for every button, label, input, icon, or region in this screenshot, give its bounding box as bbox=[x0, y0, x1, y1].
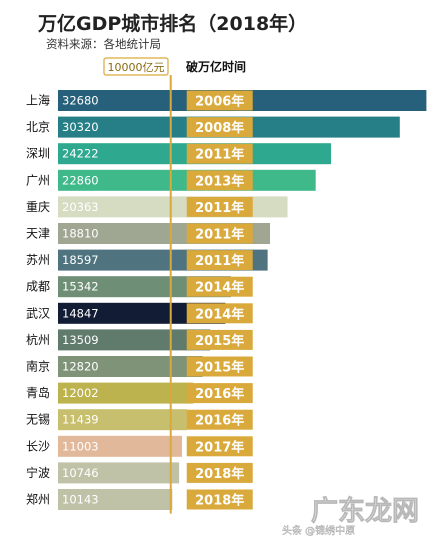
value-label: 24222 bbox=[62, 147, 99, 161]
bar bbox=[58, 409, 187, 431]
value-label: 22860 bbox=[62, 173, 99, 187]
year-label: 2014年 bbox=[195, 280, 244, 296]
city-label: 杭州 bbox=[26, 332, 50, 347]
year-label: 2006年 bbox=[195, 94, 244, 110]
city-label: 宁波 bbox=[26, 465, 50, 480]
bar bbox=[58, 302, 226, 324]
city-label: 成都 bbox=[26, 280, 50, 294]
value-label: 14847 bbox=[62, 306, 99, 320]
value-label: 10143 bbox=[62, 493, 99, 507]
chart-title: 万亿GDP城市排名（2018年） bbox=[37, 12, 307, 35]
year-label: 2016年 bbox=[195, 386, 244, 402]
value-label: 12002 bbox=[62, 386, 99, 400]
year-label: 2016年 bbox=[195, 413, 244, 429]
year-badge bbox=[186, 356, 253, 377]
year-badge bbox=[186, 436, 253, 457]
year-badge bbox=[186, 462, 253, 483]
reference-label-box bbox=[103, 57, 169, 76]
year-badge bbox=[186, 409, 253, 430]
city-label: 长沙 bbox=[26, 439, 50, 453]
city-label: 无锡 bbox=[26, 412, 50, 427]
city-label: 上海 bbox=[26, 93, 50, 108]
city-label: 重庆 bbox=[26, 200, 50, 214]
bar bbox=[58, 435, 183, 457]
year-label: 2015年 bbox=[195, 333, 244, 349]
year-column-header: 破万亿时间 bbox=[186, 59, 246, 74]
value-label: 20363 bbox=[62, 200, 99, 214]
bar bbox=[58, 382, 194, 404]
year-label: 2011年 bbox=[195, 147, 244, 163]
chart-subtitle: 资料来源：各地统计局 bbox=[46, 37, 161, 51]
year-badge bbox=[186, 143, 253, 164]
year-badge bbox=[186, 170, 253, 191]
year-badge bbox=[186, 383, 253, 404]
year-label: 2015年 bbox=[195, 360, 244, 376]
city-label: 青岛 bbox=[26, 385, 50, 400]
city-label: 郑州 bbox=[26, 492, 50, 507]
year-badge bbox=[186, 329, 253, 350]
value-label: 11003 bbox=[62, 439, 99, 453]
value-label: 18597 bbox=[62, 253, 99, 267]
year-badge bbox=[186, 250, 253, 271]
city-label: 苏州 bbox=[26, 253, 50, 267]
value-label: 12820 bbox=[62, 360, 99, 374]
bar bbox=[58, 462, 180, 484]
year-badge bbox=[186, 117, 253, 138]
year-label: 2011年 bbox=[195, 227, 244, 243]
value-label: 18810 bbox=[62, 227, 99, 241]
year-label: 2014年 bbox=[195, 306, 244, 322]
bar bbox=[58, 356, 203, 377]
city-label: 广州 bbox=[26, 173, 50, 187]
year-label: 2011年 bbox=[195, 200, 244, 216]
year-badge bbox=[186, 303, 253, 324]
city-label: 南京 bbox=[26, 359, 50, 374]
bar bbox=[58, 489, 173, 510]
year-badge bbox=[186, 90, 253, 111]
year-label: 2018年 bbox=[195, 493, 244, 509]
value-label: 13509 bbox=[62, 333, 99, 347]
year-label: 2017年 bbox=[195, 439, 244, 455]
year-badge bbox=[186, 489, 253, 510]
value-label: 10746 bbox=[62, 466, 99, 480]
value-label: 32680 bbox=[62, 94, 99, 108]
year-badge bbox=[186, 223, 253, 244]
year-label: 2011年 bbox=[195, 253, 244, 269]
year-badge bbox=[186, 196, 253, 217]
watermark-sub: 头条 @锦绣中原 bbox=[282, 524, 355, 537]
value-label: 30320 bbox=[62, 120, 99, 134]
city-label: 天津 bbox=[26, 227, 50, 241]
city-label: 北京 bbox=[26, 120, 50, 134]
reference-line-label: 10000亿元 bbox=[108, 61, 165, 74]
year-badge bbox=[186, 276, 253, 297]
year-label: 2013年 bbox=[195, 173, 244, 189]
value-label: 11439 bbox=[62, 413, 99, 427]
watermark-main: 广东龙网 bbox=[311, 495, 419, 527]
year-label: 2008年 bbox=[195, 120, 244, 136]
city-label: 武汉 bbox=[26, 306, 50, 320]
bar bbox=[58, 329, 211, 351]
city-label: 深圳 bbox=[26, 147, 50, 161]
year-label: 2018年 bbox=[195, 466, 244, 482]
value-label: 15342 bbox=[62, 280, 99, 294]
